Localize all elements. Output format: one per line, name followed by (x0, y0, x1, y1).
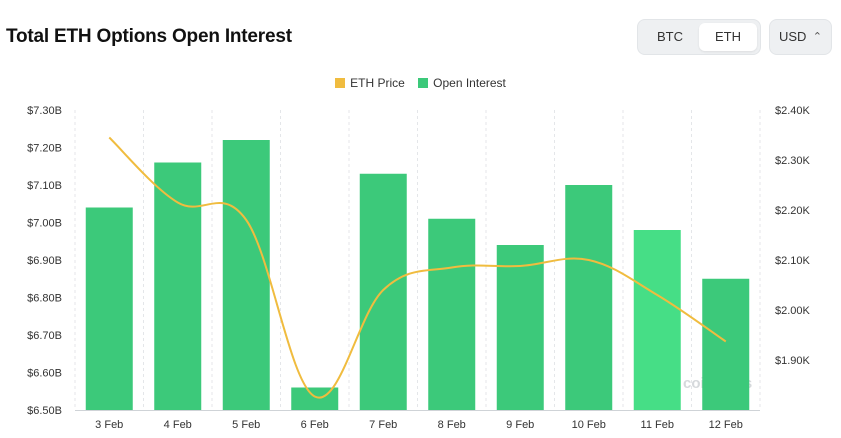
legend-label-eth-price: ETH Price (350, 76, 405, 90)
x-tick-label: 3 Feb (95, 419, 123, 431)
y-left-tick-label: $7.00B (27, 218, 62, 230)
legend-swatch-bar (418, 78, 429, 88)
bar-open-interest (291, 387, 339, 410)
y-left-tick-label: $6.90B (27, 255, 62, 267)
bar-open-interest (222, 140, 270, 410)
y-right-tick-label: $2.40K (775, 105, 811, 117)
bar-open-interest (702, 278, 750, 410)
legend-item-open-interest[interactable]: Open Interest (418, 76, 506, 90)
tab-btc[interactable]: BTC (657, 29, 683, 44)
legend-item-eth-price[interactable]: ETH Price (335, 76, 405, 90)
bar-open-interest (154, 162, 202, 410)
x-tick-label: 5 Feb (232, 419, 260, 431)
y-left-tick-label: $6.70B (27, 330, 62, 342)
y-right-tick-label: $2.20K (775, 205, 811, 217)
bar-open-interest (496, 245, 544, 410)
bar-open-interest (85, 207, 133, 410)
y-right-tick-label: $2.30K (775, 155, 811, 167)
y-right-tick-label: $2.10K (775, 255, 811, 267)
y-left-tick-label: $7.30B (27, 105, 62, 117)
x-tick-label: 4 Feb (164, 419, 192, 431)
bar-open-interest (359, 173, 407, 410)
bar-open-interest (428, 218, 476, 410)
bar-open-interest (565, 185, 613, 410)
y-left-tick-label: $6.80B (27, 293, 62, 305)
legend-label-open-interest: Open Interest (433, 76, 506, 90)
y-left-tick-label: $6.50B (27, 405, 62, 417)
legend-swatch-line (335, 78, 346, 88)
bar-open-interest (633, 230, 681, 410)
x-tick-label: 7 Feb (369, 419, 397, 431)
y-left-tick-label: $7.20B (27, 143, 62, 155)
y-right-tick-label: $1.90K (775, 355, 811, 367)
line-eth-price (108, 136, 727, 399)
coin-toggle: BTC ETH (637, 19, 761, 55)
chevron-updown-icon: ⌃ (812, 31, 822, 43)
x-tick-label: 11 Feb (641, 419, 674, 431)
tab-eth[interactable]: ETH (699, 23, 757, 51)
x-tick-label: 9 Feb (506, 419, 534, 431)
y-right-tick-label: $2.00K (775, 305, 811, 317)
x-tick-label: 10 Feb (572, 419, 606, 431)
y-left-tick-label: $6.60B (27, 368, 62, 380)
currency-select[interactable]: USD ⌃ (769, 19, 832, 55)
x-tick-label: 8 Feb (438, 419, 466, 431)
x-tick-label: 12 Feb (709, 419, 743, 431)
x-tick-label: 6 Feb (301, 419, 329, 431)
page-title: Total ETH Options Open Interest (6, 26, 292, 47)
y-left-tick-label: $7.10B (27, 180, 62, 192)
currency-value: USD (779, 29, 807, 44)
chart-legend: ETH Price Open Interest (0, 76, 841, 90)
